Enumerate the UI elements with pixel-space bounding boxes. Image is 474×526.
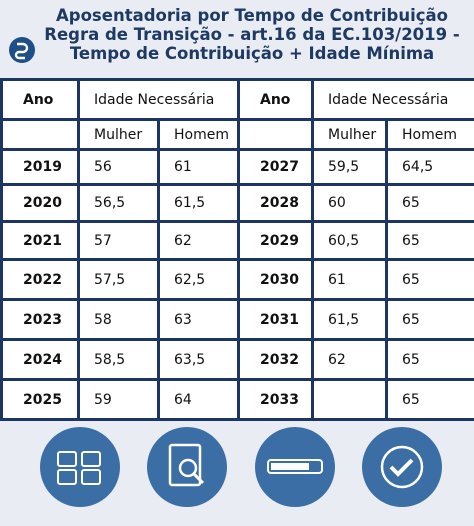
- age-cell: 56,5: [77, 183, 160, 223]
- age-cell: 62: [157, 220, 240, 261]
- subcolumn-header: Homem: [385, 118, 474, 151]
- column-header: Idade Necessária: [311, 78, 474, 121]
- icon-row: [40, 427, 442, 507]
- contact-icon: [40, 427, 120, 507]
- table-row: 2024 58,5 63,5 2032 62 65: [0, 338, 474, 381]
- year-cell: 2029: [237, 220, 314, 261]
- age-cell: 65: [385, 338, 474, 381]
- age-cell: 61,5: [157, 183, 240, 223]
- age-cell: 57,5: [77, 258, 160, 301]
- column-header: Ano: [237, 78, 314, 121]
- age-cell: 63: [157, 298, 240, 341]
- age-cell: 59,5: [311, 148, 388, 186]
- age-cell: 64: [157, 378, 240, 421]
- age-cell: 64,5: [385, 148, 474, 186]
- subcolumn-header: Homem: [157, 118, 240, 151]
- year-cell: 2032: [237, 338, 314, 381]
- year-cell: 2033: [237, 378, 314, 421]
- table-row: Ano Idade Necessária Ano Idade Necessária: [0, 78, 474, 121]
- subcolumn-header: Mulher: [311, 118, 388, 151]
- subcolumn-header: Mulher: [77, 118, 160, 151]
- year-cell: 2022: [0, 258, 80, 301]
- year-cell: 2021: [0, 220, 80, 261]
- table-row: 2025 59 64 2033 65: [0, 378, 474, 421]
- check-icon: [362, 427, 442, 507]
- year-cell: 2027: [237, 148, 314, 186]
- table-row: 2022 57,5 62,5 2030 61 65: [0, 258, 474, 301]
- document-icon: [147, 427, 227, 507]
- page-title: Aposentadoria por Tempo de Contribuição …: [44, 6, 460, 63]
- year-cell: 2025: [0, 378, 80, 421]
- age-cell: 58,5: [77, 338, 160, 381]
- year-cell: 2031: [237, 298, 314, 341]
- age-cell: 61: [311, 258, 388, 301]
- age-cell: [311, 378, 388, 421]
- table-row: Mulher Homem Mulher Homem: [0, 118, 474, 151]
- age-cell: 61,5: [311, 298, 388, 341]
- column-header: Idade Necessária: [77, 78, 240, 121]
- age-cell: 65: [385, 183, 474, 223]
- table-row: 2020 56,5 61,5 2028 60 65: [0, 183, 474, 223]
- age-cell: 62,5: [157, 258, 240, 301]
- age-cell: 56: [77, 148, 160, 186]
- age-cell: 63,5: [157, 338, 240, 381]
- age-cell: 59: [77, 378, 160, 421]
- age-cell: 57: [77, 220, 160, 261]
- logo: [9, 37, 35, 63]
- age-cell: 61: [157, 148, 240, 186]
- age-table: Ano Idade Necessária Ano Idade Necessária Mu…: [0, 78, 474, 421]
- year-cell: 2020: [0, 183, 80, 223]
- age-cell: 65: [385, 220, 474, 261]
- age-cell: 62: [311, 338, 388, 381]
- year-cell: 2028: [237, 183, 314, 223]
- year-cell: 2030: [237, 258, 314, 301]
- age-cell: 65: [385, 258, 474, 301]
- year-cell: 2023: [0, 298, 80, 341]
- empty-cell: [237, 118, 314, 151]
- age-cell: 60,5: [311, 220, 388, 261]
- table-row: 2023 58 63 2031 61,5 65: [0, 298, 474, 341]
- empty-cell: [0, 118, 80, 151]
- table-row: 2019 56 61 2027 59,5 64,5: [0, 148, 474, 186]
- age-cell: 60: [311, 183, 388, 223]
- age-cell: 58: [77, 298, 160, 341]
- age-cell: 65: [385, 298, 474, 341]
- year-cell: 2019: [0, 148, 80, 186]
- progress-icon: [255, 427, 335, 507]
- age-cell: 65: [385, 378, 474, 421]
- year-cell: 2024: [0, 338, 80, 381]
- table-row: 2021 57 62 2029 60,5 65: [0, 220, 474, 261]
- column-header: Ano: [0, 78, 80, 121]
